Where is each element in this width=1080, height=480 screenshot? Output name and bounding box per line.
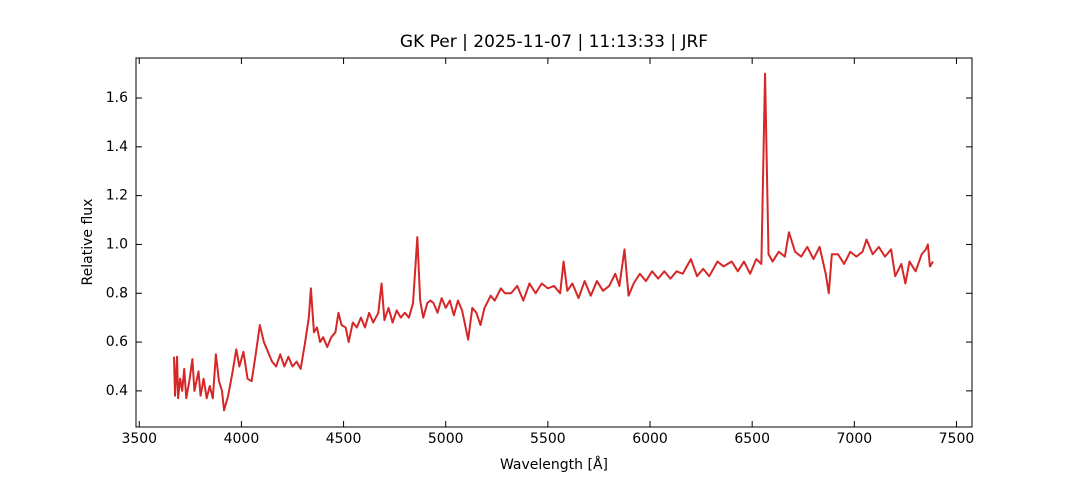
y-axis-label: Relative flux (80, 199, 96, 286)
y-tick-label: 0.4 (106, 383, 128, 399)
x-tick-label: 4500 (326, 431, 362, 447)
y-tick-label: 0.8 (106, 285, 128, 301)
x-tick-label: 7500 (939, 431, 975, 447)
y-tick-label: 1.4 (106, 139, 128, 155)
y-tick-label: 0.6 (106, 334, 128, 350)
y-tick-label: 1.0 (106, 236, 128, 252)
y-tick-label: 1.6 (106, 90, 128, 106)
x-axis-label: Wavelength [Å] (500, 456, 608, 473)
spectrum-line (173, 72, 934, 412)
x-tick-label: 5000 (428, 431, 464, 447)
chart-title: GK Per | 2025-11-07 | 11:13:33 | JRF (400, 32, 708, 52)
plot-frame (135, 57, 973, 428)
x-tick-label: 7000 (837, 431, 873, 447)
y-tick-label: 1.2 (106, 188, 128, 204)
x-tick-label: 4000 (224, 431, 260, 447)
x-tick-label: 3500 (121, 431, 157, 447)
x-tick-label: 6500 (734, 431, 770, 447)
x-tick-label: 5500 (530, 431, 566, 447)
x-tick-label: 6000 (632, 431, 668, 447)
